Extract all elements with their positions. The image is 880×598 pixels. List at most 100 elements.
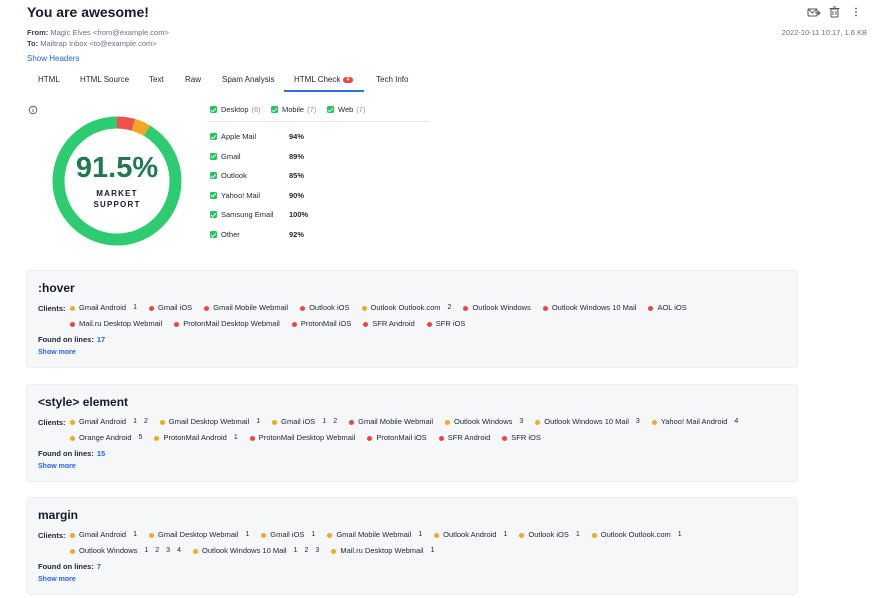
show-more[interactable]: Show more [38,576,76,583]
status-dot [651,419,657,425]
client-name: Outlook Windows [79,546,138,555]
client-name: Outlook iOS [528,530,569,539]
line-number: 2 [447,304,452,311]
line-number: 1 [322,418,327,425]
tab[interactable]: Spam Analysis [222,75,274,84]
line-number: 4 [177,547,181,554]
checkbox[interactable] [210,133,217,140]
client-name: ProtonMail iOS [300,319,352,328]
status-dot [149,532,155,538]
status-dot [149,305,155,311]
line-number: 1 [418,531,423,538]
client-name: Outlook Windows [454,417,513,426]
client: Outlook Outlook.com 1 [591,529,682,541]
client-name: Outlook Windows 10 Mail [201,546,287,555]
line-number: 2 [144,418,148,425]
client-name: SFR iOS [511,433,541,442]
status-dot [70,532,75,538]
status-dot [70,305,75,311]
tab[interactable]: HTML Source [80,75,129,84]
status-dot [349,419,355,425]
client: Outlook Outlook.com 2 [361,302,452,314]
status-dot [291,321,297,327]
client-name: ProtonMail Desktop Webmail [183,319,280,328]
client: Outlook Windows 10 Mail 3 [535,416,640,428]
line-number: 3 [166,547,171,554]
filter-label: Desktop [221,105,249,114]
client: Gmail iOS 1 [261,529,315,541]
tab[interactable]: Raw [185,75,201,84]
status-dot [367,435,373,441]
status-dot [70,419,75,425]
show-more[interactable]: Show more [38,463,76,470]
line-number: 1 [575,531,580,538]
status-dot [463,305,469,311]
forward-icon[interactable] [807,8,821,17]
client-name: Outlook Outlook.com [600,530,671,539]
checkbox[interactable] [271,106,278,113]
tab[interactable]: Text [149,75,164,84]
checkbox[interactable] [210,172,217,180]
client-name: SFR iOS [435,319,466,328]
client: Gmail Android 1 [70,529,137,541]
show-more[interactable]: Show more [38,349,76,356]
client: ProtonMail Desktop Webmail [174,318,280,330]
checkbox[interactable] [210,191,217,199]
checkbox[interactable] [210,152,217,160]
checkbox[interactable] [210,211,217,219]
found-on-lines: Found on lines: 7 [38,562,101,571]
found-on-lines: Found on lines: 15 [38,449,105,458]
status-dot [70,435,75,441]
status-dot [174,321,180,327]
client-name: Outlook Android [443,530,497,539]
status-dot [261,532,267,538]
support-row: Gmail [210,152,241,161]
status-dot [519,532,525,538]
status-dot [154,435,160,441]
client: ProtonMail iOS [291,318,352,330]
client: Outlook iOS [300,302,350,314]
status-dot [648,305,654,311]
client-name: Other [221,230,240,239]
tab[interactable]: HTML [38,75,60,84]
tab-label: Raw [185,75,202,84]
filter-count: (7) [307,105,317,114]
client-name: Yahoo! Mail Android [660,417,728,426]
client-list: Gmail Android 1 Gmail iOS Gmail Mobile Webm… [70,302,770,330]
clients-label: Clients: [38,418,66,427]
client-list: Gmail Android 1 Gmail Desktop Webmail 1 Gmai… [70,529,770,557]
from-label: From: [27,28,49,37]
issue-title: :hover [38,281,75,295]
support-row: Samsung Email [210,210,274,219]
support-row: Apple Mail [210,132,256,141]
client-name: Outlook iOS [309,303,350,312]
show-headers[interactable]: Show Headers [27,54,80,63]
line-number: 4 [734,418,739,425]
line-number: 5 [138,434,143,441]
client-name: ProtonMail Desktop Webmail [258,433,356,442]
client: SFR iOS [502,432,541,444]
to-address: Mailtrap Inbox <to@example.com> [40,39,157,48]
issue-card: :hover Clients: Gmail Android 1 Gmail iOS Gma… [26,270,798,368]
status-dot [363,321,369,327]
delete-icon[interactable] [829,6,840,18]
tab[interactable]: Tech Info [376,75,408,84]
client: Mail.ru Desktop Webmail 1 [331,545,434,557]
more-icon[interactable] [855,7,857,17]
status-dot [542,305,548,311]
checkbox[interactable] [210,231,217,238]
tab[interactable]: HTML Check 4 [294,75,353,84]
checkbox[interactable] [327,106,334,113]
ring-partial [52,116,182,246]
client-list: Gmail Android 1 2 Gmail Desktop Webmail 1 Gma… [70,416,770,444]
checkbox[interactable] [210,106,217,113]
status-dot [204,305,210,311]
client-name: Mail.ru Desktop Webmail [79,319,163,328]
client-name: Gmail Mobile Webmail [213,303,289,312]
support-ring [52,116,182,246]
score-caption-1: MARKET [96,189,138,198]
info-icon[interactable] [28,105,38,115]
client-percent: 100% [289,210,309,220]
client-name: Gmail Desktop Webmail [168,417,250,426]
client: ProtonMail Desktop Webmail [249,432,356,444]
